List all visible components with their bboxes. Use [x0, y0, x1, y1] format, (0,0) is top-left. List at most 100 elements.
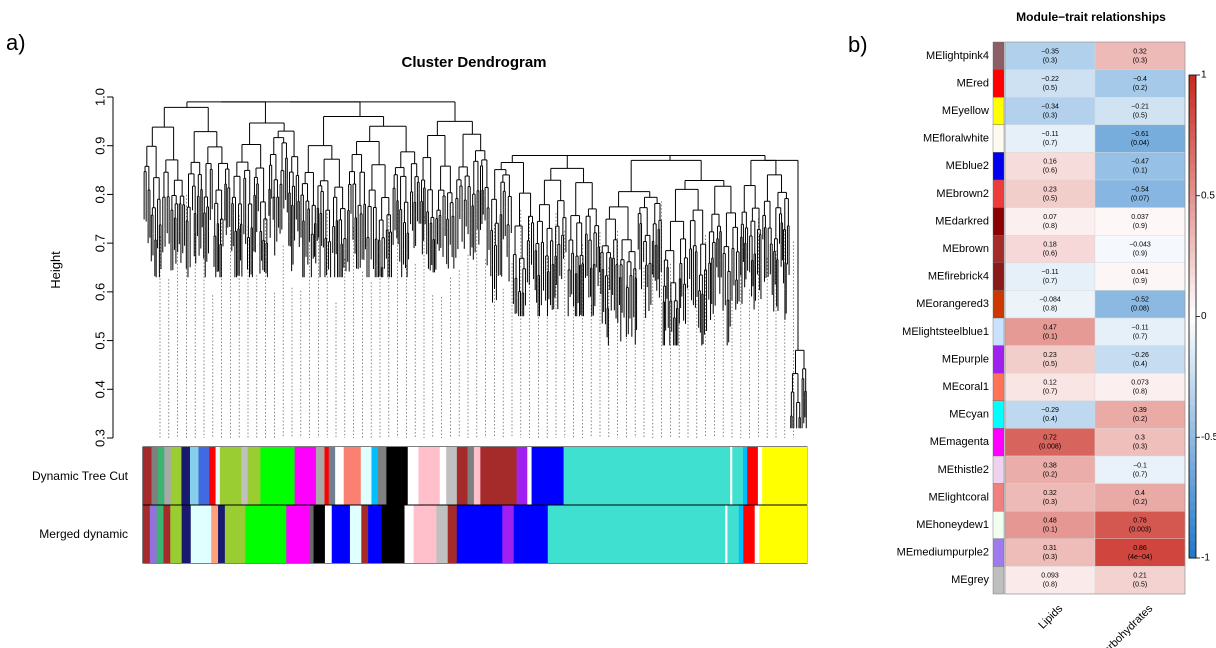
heatmap-title: Module−trait relationships	[1016, 10, 1166, 24]
module-name-label: MElightpink4	[926, 50, 989, 62]
heatmap-frame	[1004, 41, 1186, 595]
cell-correlation-label: 0.23	[1043, 186, 1057, 193]
module-color-segment	[467, 447, 475, 505]
module-color-segment	[456, 505, 503, 563]
colorbar-tick-label: 0	[1201, 311, 1207, 322]
dendrogram-tree	[143, 101, 807, 429]
colorbar-step	[1189, 525, 1196, 535]
module-color-segment	[513, 505, 549, 563]
module-color-segment	[149, 505, 157, 563]
cell-pvalue-label: (0.3)	[1043, 113, 1057, 120]
module-color-swatch	[992, 373, 1005, 402]
heatmap-cell	[1094, 124, 1186, 153]
module-name-label: MEbrown	[943, 243, 989, 255]
cell-pvalue-label: (0.2)	[1133, 499, 1147, 506]
heatmap-cell	[1004, 483, 1096, 512]
module-color-segment	[286, 505, 310, 563]
dendrogram-y-axis-label: Height	[48, 251, 63, 289]
module-name-label: MEhoneydew1	[916, 519, 989, 531]
cell-pvalue-label: (0.3)	[1043, 57, 1057, 64]
module-color-segment	[315, 447, 325, 505]
cell-pvalue-label: (0.8)	[1043, 582, 1057, 589]
cell-pvalue-label: (0.07)	[1131, 195, 1149, 202]
module-color-segment	[189, 447, 199, 505]
heatmap-cell	[1094, 69, 1186, 98]
cell-pvalue-label: (0.7)	[1133, 471, 1147, 478]
dendrogram-color-rows: Dynamic Tree Cut Merged dynamic	[32, 446, 808, 564]
colorbar-step	[1189, 316, 1196, 326]
module-color-segment	[309, 505, 314, 563]
module-color-segment	[181, 447, 191, 505]
module-name-label: MEblue2	[946, 160, 989, 172]
heatmap-cell	[1004, 538, 1096, 567]
colorbar-step	[1189, 517, 1196, 527]
module-name-label: MEorangered3	[916, 298, 989, 310]
module-color-segment	[418, 447, 441, 505]
cell-correlation-label: 0.3	[1135, 435, 1145, 442]
cell-correlation-label: 0.39	[1133, 407, 1147, 414]
cell-pvalue-label: (0.4)	[1043, 416, 1057, 423]
module-color-segment	[404, 505, 414, 563]
cell-pvalue-label: (0.2)	[1043, 471, 1057, 478]
module-color-segment	[732, 447, 744, 505]
colorbar-step	[1189, 549, 1196, 559]
cell-pvalue-label: (0.3)	[1043, 499, 1057, 506]
colorbar-step	[1189, 83, 1196, 92]
colorbar-tick-label: -1	[1201, 553, 1210, 564]
heatmap-cell	[1094, 345, 1186, 374]
heatmap-cell	[1004, 566, 1096, 595]
cell-pvalue-label: (0.5)	[1043, 361, 1057, 368]
module-color-segment	[757, 447, 763, 505]
cell-pvalue-label: (0.5)	[1133, 582, 1147, 589]
module-color-segment	[331, 505, 351, 563]
cell-correlation-label: 0.86	[1133, 545, 1147, 552]
colorbar-step	[1189, 171, 1196, 181]
module-color-swatch	[992, 234, 1005, 263]
heatmap-cell	[1094, 234, 1186, 263]
module-color-segment	[381, 505, 405, 563]
colorbar-step	[1189, 364, 1196, 374]
heatmap-column-label: Carbohydrates	[1096, 602, 1156, 648]
cell-correlation-label: 0.23	[1043, 352, 1057, 359]
module-color-segment	[371, 447, 379, 505]
colorbar-tick-label: 1	[1201, 70, 1207, 81]
heatmap-cell	[1094, 41, 1186, 70]
heatmap-cell	[1094, 290, 1186, 319]
colorbar-step	[1189, 372, 1196, 382]
module-color-segment	[170, 505, 182, 563]
colorbar-step	[1189, 203, 1196, 213]
module-color-segment	[215, 447, 221, 505]
colorbar-step	[1189, 501, 1196, 511]
module-color-segment	[143, 447, 152, 505]
heatmap-cell	[1094, 317, 1186, 346]
cell-correlation-label: 0.093	[1041, 573, 1059, 580]
module-color-segment	[224, 505, 246, 563]
color-row-label: Dynamic Tree Cut	[32, 469, 129, 483]
cell-correlation-label: 0.21	[1133, 573, 1147, 580]
module-color-segment	[198, 447, 210, 505]
heatmap-cell	[1094, 483, 1186, 512]
module-color-segment	[436, 505, 449, 563]
module-color-segment	[516, 447, 528, 505]
cell-pvalue-label: (0.7)	[1043, 140, 1057, 147]
cell-correlation-label: 0.073	[1131, 380, 1149, 387]
colorbar-step	[1189, 276, 1196, 285]
cell-correlation-label: −0.29	[1041, 407, 1059, 414]
cell-pvalue-label: (0.6)	[1043, 251, 1057, 258]
module-name-label: MEcoral1	[943, 381, 989, 393]
colorbar-step	[1189, 91, 1196, 100]
y-tick-label: 0.4	[93, 380, 108, 398]
module-color-segment	[163, 505, 171, 563]
cell-correlation-label: 0.47	[1043, 324, 1057, 331]
module-color-swatch	[992, 511, 1005, 540]
colorbar-step	[1189, 509, 1196, 519]
module-color-segment	[181, 505, 192, 563]
module-name-label: MEyellow	[942, 105, 989, 117]
module-color-segment	[170, 447, 182, 505]
module-color-segment	[328, 447, 336, 505]
cell-pvalue-label: (0.5)	[1043, 195, 1057, 202]
colorbar-step	[1189, 123, 1196, 132]
cell-pvalue-label: (0.7)	[1133, 333, 1147, 340]
heatmap-cell	[1004, 41, 1096, 70]
